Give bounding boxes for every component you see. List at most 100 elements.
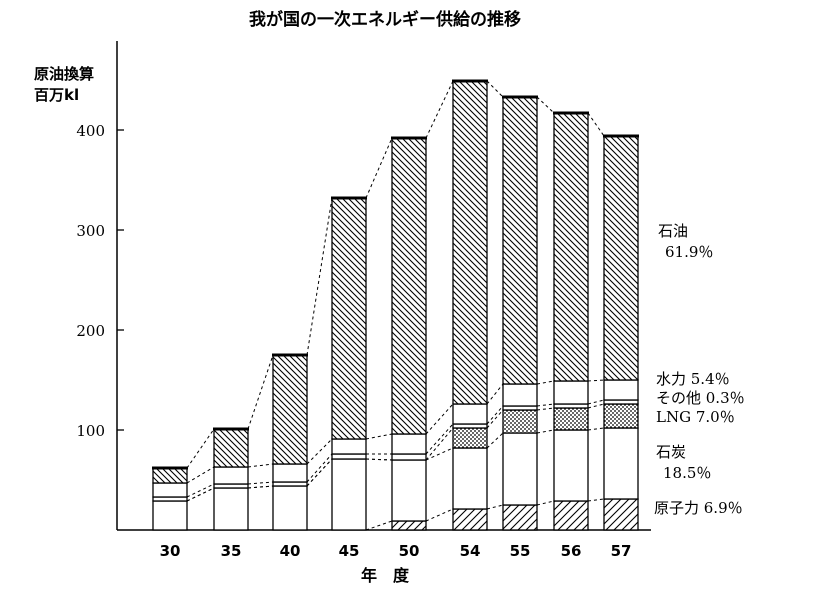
connector-line [587,112,605,137]
bar-segment [272,354,308,465]
connector-line [587,399,605,405]
connector-line [186,428,215,469]
connector-line [365,137,393,199]
connector-line [425,427,454,461]
connector-line [306,438,333,465]
series-label: LNG 7.0％ [656,408,735,426]
x-tick-label: 54 [460,542,481,560]
y-tick-label: 200 [76,322,105,340]
bar-segment [553,500,589,531]
connector-line [536,429,555,434]
connector-line [186,487,215,502]
bar-segment [152,482,188,498]
bar-segment [553,429,589,502]
connector-line [486,504,504,510]
connector-line [536,403,555,407]
connector-line [425,423,454,455]
x-axis-label: 年 度 [361,566,410,585]
bar-segment [603,403,639,429]
x-tick-label: 45 [339,542,360,560]
bar-segment [452,403,488,425]
series-label: 61.9％ [665,243,713,261]
bar-segment [553,380,589,405]
bar-segment [452,447,488,510]
series-label: 原子力 6.9％ [654,499,743,517]
bar-segment [452,80,488,405]
x-tick-label: 56 [561,542,582,560]
bar-segment [331,458,367,531]
connector-lines [186,80,605,531]
bar-segment [272,485,308,531]
series-label: 18.5％ [663,464,711,482]
series-label: 水力 5.4％ [656,370,730,388]
connector-line [587,379,605,382]
x-tick-label: 50 [399,542,420,560]
x-ticks: 30 35 40 45 50 54 55 56 57 [160,542,632,560]
connector-line [486,80,504,98]
series-label: その他 0.3％ [656,389,745,407]
bar-segment [452,508,488,531]
connector-line [536,500,555,506]
bar-segment [502,96,538,385]
connector-line [247,481,274,485]
series-labels: 原子力 6.9％ 石炭 18.5％ LNG 7.0％その他 0.3％水力 5.4％ 石油… [654,222,745,517]
y-tick-label: 300 [76,222,105,240]
connector-line [486,409,504,429]
bar-segment [502,504,538,531]
bar-segment [603,498,639,531]
bar-segment [502,383,538,407]
bar-segment [502,409,538,434]
bar-segment [152,500,188,531]
connector-line [365,520,393,531]
chart-title: 我が国の一次エネルギー供給の推移 [249,9,521,30]
x-tick-label: 40 [280,542,301,560]
bar-segment [391,520,427,531]
bar-segment [213,428,249,468]
connector-line [306,197,333,356]
connector-line [587,427,605,431]
bar-segment [213,487,249,531]
series-label: 石油 [658,222,688,240]
x-tick-label: 35 [221,542,242,560]
connector-line [486,432,504,449]
connector-line [425,403,454,435]
bar-segment [391,433,427,455]
connector-line [486,383,504,405]
connector-line [186,466,215,484]
connector-line [587,498,605,502]
series-label: 石炭 [656,443,686,461]
bar-segment [391,137,427,435]
bar-segment [331,453,367,460]
x-tick-label: 55 [510,542,531,560]
y-tick-label: 400 [76,122,105,140]
connector-line [425,80,454,139]
connector-line [365,458,393,461]
connector-line [425,447,454,461]
connector-line [306,458,333,487]
bar-segment [391,453,427,461]
y-axis-label-line1: 原油換算 [34,65,94,83]
y-tick-label: 100 [76,422,105,440]
connector-line [587,403,605,409]
bar-segment [553,407,589,431]
bar-segment [452,427,488,449]
bar-segment [553,112,589,382]
connector-line [425,508,454,522]
bar-segment [603,379,639,401]
connector-line [365,433,393,440]
connector-line [247,485,274,489]
x-tick-label: 30 [160,542,181,560]
connector-line [536,407,555,411]
y-ticks: 100 200 300 400 [76,122,124,440]
y-axis-label-line2: 百万kl [34,86,79,104]
connector-line [247,354,274,430]
bar-segment [213,466,249,485]
connector-line [186,483,215,498]
x-tick-label: 57 [611,542,632,560]
bar-segment [603,135,639,381]
connector-line [536,380,555,385]
bar-segment [391,459,427,522]
connector-line [536,96,555,114]
bar-segment [603,427,639,500]
